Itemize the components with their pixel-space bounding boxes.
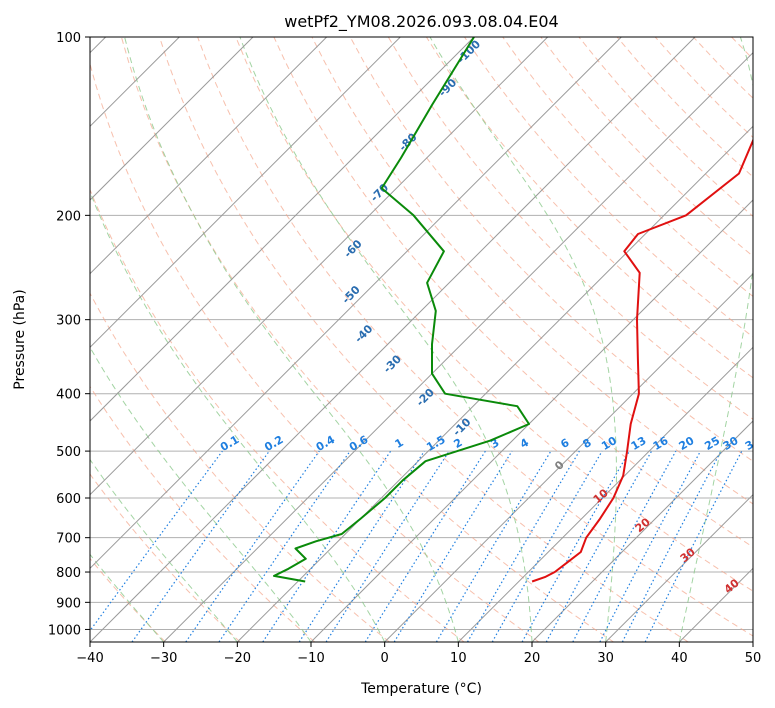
y-tick-label: 900 [56, 596, 81, 611]
mixing-ratio-line-0.2 [131, 450, 270, 642]
pressure-gridlines [90, 37, 753, 630]
y-tick-label: 600 [56, 492, 81, 507]
dry-adiabat-400 [502, 37, 753, 298]
x-tick-label: 0 [381, 651, 389, 666]
isotherm--70 [90, 37, 475, 422]
moist-adiabat-10 [124, 37, 459, 642]
plot-frame [89, 36, 754, 643]
dewpoint-line [273, 37, 530, 583]
y-tick-label: 100 [56, 31, 81, 46]
y-tick-label: 300 [56, 314, 81, 329]
dry-adiabat-370 [387, 37, 753, 420]
chart-title: wetPf2_YM08.2026.093.08.04.E04 [284, 12, 558, 32]
x-tick-label: 10 [450, 651, 467, 666]
mixing-ratio-line-1.5 [298, 450, 425, 642]
x-tick-label: −20 [224, 651, 251, 666]
dry-adiabat-350 [311, 37, 753, 505]
isotherm--100 [90, 37, 254, 201]
dry-adiabat-290 [90, 62, 540, 642]
x-tick-label: 30 [597, 651, 614, 666]
y-tick-label: 800 [56, 566, 81, 581]
profile-series [273, 37, 753, 583]
mixing-ratio-line-0.6 [218, 450, 351, 642]
isotherms [90, 37, 753, 642]
moist-adiabat-40 [678, 37, 753, 642]
mixing-ratio-line-20 [572, 450, 677, 642]
moist-adiabat-30 [429, 37, 617, 642]
dry-adiabat-260 [90, 385, 316, 642]
temperature-line [531, 137, 753, 583]
isotherm--60 [90, 37, 549, 496]
isotherm--20 [236, 125, 753, 642]
mixing-ratio-label: 36 [743, 434, 763, 453]
moist-adiabat-20 [239, 37, 533, 642]
mixing-ratio-line-16 [545, 450, 653, 642]
dry-adiabat-250 [90, 473, 241, 642]
y-tick-label: 200 [56, 209, 81, 224]
dry-adiabat-280 [90, 188, 465, 642]
isotherm-30 [605, 493, 753, 642]
mixing-ratio-line-4 [393, 450, 513, 642]
mixing-ratio-line-2 [325, 450, 450, 642]
isotherm-0 [384, 272, 753, 642]
dry-adiabat-300 [120, 37, 614, 642]
x-axis-ticks: −40 −30 −20 −10 0 10 20 30 40 50 [76, 642, 761, 666]
mixing-ratio-line-36 [644, 450, 743, 642]
x-axis-title: Temperature (°C) [360, 681, 482, 697]
isotherm-10 [457, 346, 753, 642]
y-tick-label: 700 [56, 532, 81, 547]
dry-adiabat-340 [273, 37, 753, 548]
x-tick-label: −40 [76, 651, 103, 666]
x-tick-label: −30 [150, 651, 177, 666]
isotherm--50 [90, 37, 622, 570]
isotherm--30 [163, 51, 753, 642]
mixing-ratio-line-0.1 [90, 450, 223, 632]
moist-adiabat--30 [90, 553, 165, 642]
y-axis-title: Pressure (hPa) [12, 289, 28, 389]
isotherm--10 [310, 199, 753, 642]
isotherm--80 [90, 37, 401, 349]
dry-adiabat-360 [349, 37, 753, 462]
mixing-ratio-line-0.4 [185, 450, 320, 642]
mixing-ratio-line-1 [262, 450, 392, 642]
dry-adiabat-270 [90, 292, 390, 642]
x-tick-label: 40 [671, 651, 688, 666]
isotherm--90 [90, 37, 328, 275]
dry-adiabat-330 [235, 37, 753, 592]
dry-adiabat-310 [159, 37, 689, 642]
dry-adiabat-380 [425, 37, 753, 379]
x-tick-label: 20 [524, 651, 541, 666]
dry-adiabat-390 [464, 37, 753, 338]
x-tick-label: 50 [745, 651, 762, 666]
y-tick-label: 400 [56, 388, 81, 403]
isotherm-20 [531, 420, 753, 642]
y-axis-ticks: 100 200 300 400 500 600 700 800 900 1000 [48, 31, 90, 638]
mixing-ratio-lines [90, 450, 743, 642]
moist-adiabat--20 [90, 458, 238, 642]
x-tick-label: −10 [297, 651, 324, 666]
isotherm--40 [90, 37, 696, 642]
y-tick-label: 500 [56, 445, 81, 460]
moist-adiabat-0 [90, 190, 386, 642]
y-tick-label: 1000 [48, 623, 81, 638]
